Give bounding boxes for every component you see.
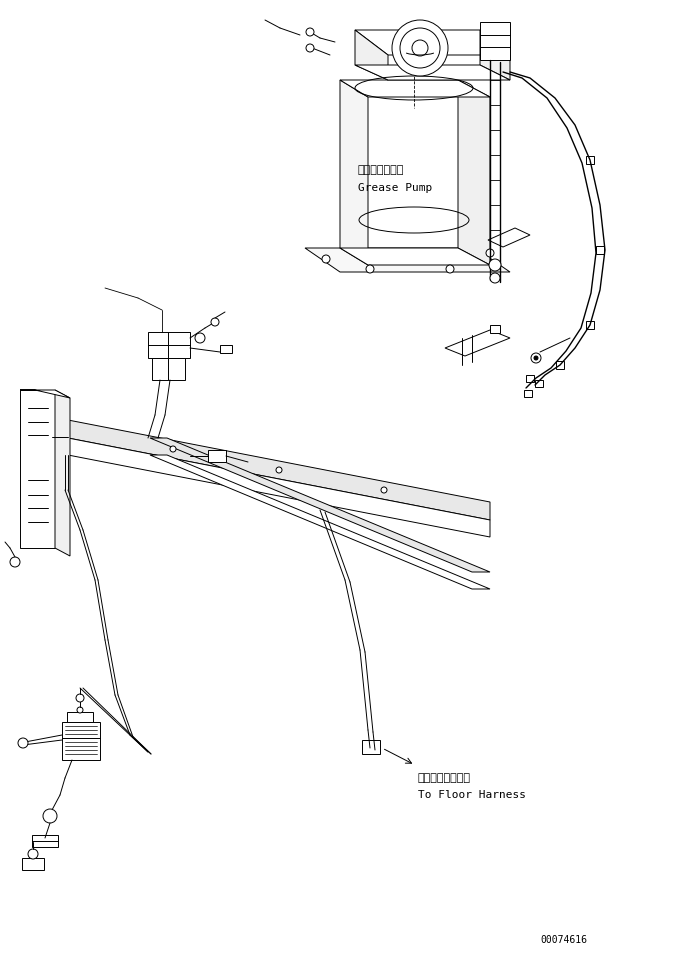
Polygon shape [480,22,510,60]
Bar [586,156,594,164]
Bar [524,390,532,397]
Circle shape [28,849,38,859]
Polygon shape [340,248,490,265]
Bar [208,450,226,462]
Text: フロアハーネスへ: フロアハーネスへ [418,773,471,783]
Bar [220,345,232,353]
Polygon shape [52,415,68,460]
Circle shape [77,707,83,713]
Polygon shape [150,455,490,589]
Text: グリースポンプ: グリースポンプ [358,165,404,175]
Bar [490,325,500,333]
Circle shape [412,40,428,56]
Circle shape [43,809,57,823]
Circle shape [306,44,314,52]
Polygon shape [445,330,510,356]
Bar [535,380,543,387]
Circle shape [211,318,219,326]
Circle shape [76,694,84,702]
Bar [526,375,534,382]
Text: Grease Pump: Grease Pump [358,183,432,193]
Polygon shape [355,30,510,55]
Polygon shape [355,65,510,80]
Circle shape [195,333,205,343]
Circle shape [306,28,314,36]
Circle shape [276,467,282,473]
Circle shape [446,265,454,273]
Circle shape [10,557,20,567]
Bar [32,835,58,847]
Circle shape [366,265,374,273]
Circle shape [400,28,440,68]
Text: 00074616: 00074616 [540,935,587,945]
Circle shape [489,259,501,271]
Circle shape [490,273,500,283]
Circle shape [381,487,387,493]
Circle shape [392,20,448,76]
Polygon shape [20,390,55,548]
Circle shape [486,249,494,257]
Polygon shape [55,390,70,556]
Polygon shape [62,722,100,760]
Polygon shape [340,80,490,97]
Polygon shape [20,390,70,398]
Polygon shape [305,248,510,272]
Text: To Floor Harness: To Floor Harness [418,790,526,800]
Polygon shape [152,358,168,380]
Polygon shape [68,420,490,520]
Circle shape [531,353,541,363]
Polygon shape [68,438,490,537]
Polygon shape [168,358,185,380]
Bar [556,361,564,369]
Bar [596,246,604,254]
Bar [22,858,44,870]
Polygon shape [488,228,530,247]
Circle shape [18,738,28,748]
Polygon shape [148,332,190,358]
Circle shape [534,356,538,360]
Circle shape [170,446,176,452]
Polygon shape [480,30,510,80]
Bar [67,712,93,722]
Bar [362,740,380,754]
Polygon shape [340,80,368,265]
Circle shape [322,255,330,263]
Bar [586,321,594,329]
Polygon shape [150,438,490,572]
Polygon shape [355,30,388,80]
Polygon shape [458,80,490,265]
